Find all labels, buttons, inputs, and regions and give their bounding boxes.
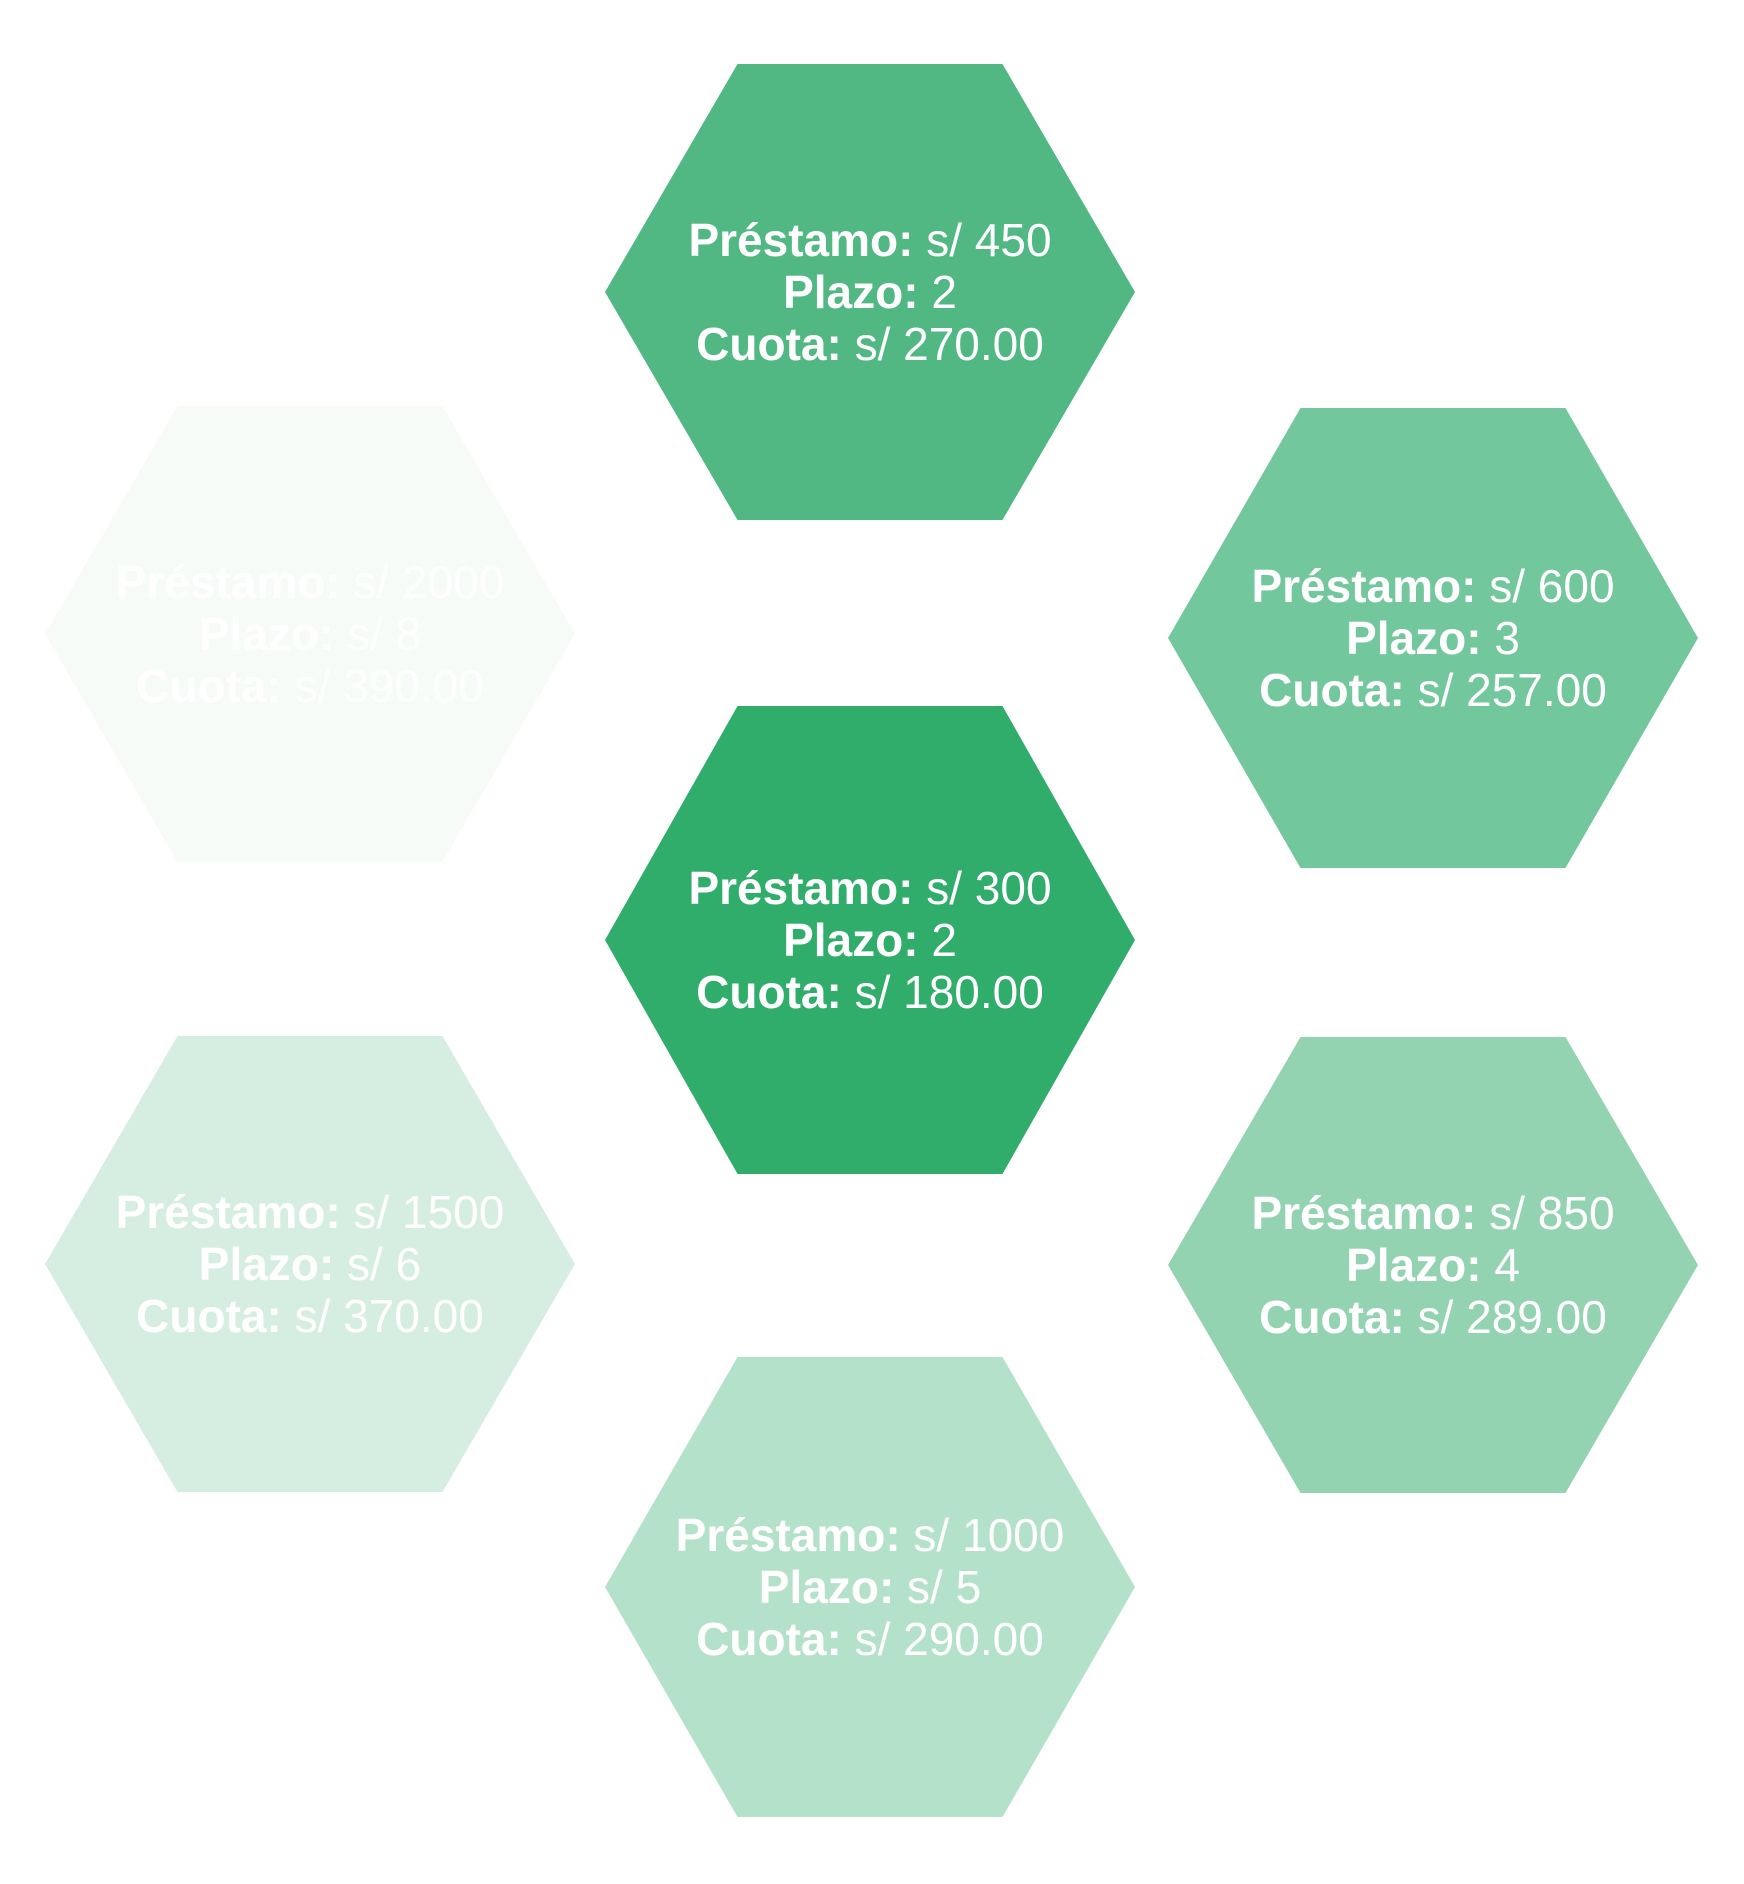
line-label: Préstamo: [676,1509,901,1561]
hexagon-text: Préstamo: s/ 850 Plazo: 4 Cuota: s/ 289.00 [1251,1187,1614,1343]
line-label: Plazo: [783,266,918,318]
hexagon-shape [45,1036,575,1492]
hexagon-shape [1168,1037,1698,1493]
line-label: Plazo: [199,608,334,660]
line-label: Préstamo: [116,1186,341,1238]
hexagon-text: Préstamo: s/ 1500 Plazo: s/ 6 Cuota: s/ 37… [116,1186,505,1342]
hexagon-center: Préstamo: s/ 300 Plazo: 2 Cuota: s/ 180.00 [605,706,1135,1174]
line-value: s/ 6 [347,1238,421,1290]
line-value: 2 [931,266,957,318]
line-label: Cuota: [136,660,282,712]
line-value: 3 [1494,612,1520,664]
hexagon-text: Préstamo: s/ 600 Plazo: 3 Cuota: s/ 257.00 [1251,560,1614,716]
line-value: s/ 8 [347,608,421,660]
hexagon-bottom: Préstamo: s/ 1000 Plazo: s/ 5 Cuota: s/ 29… [605,1357,1135,1817]
line-label: Préstamo: [1251,560,1476,612]
line-label: Préstamo: [116,556,341,608]
line-value: s/ 450 [926,214,1051,266]
line-label: Cuota: [696,318,842,370]
line-value: s/ 300 [926,862,1051,914]
hexagon-upper-left: Préstamo: s/ 2000 Plazo: s/ 8 Cuota: s/ 39… [45,406,575,862]
line-value: 2 [931,914,957,966]
hexagon-shape [45,406,575,862]
hexagon-shape [605,706,1135,1174]
line-label: Plazo: [783,914,918,966]
line-value: s/ 1500 [353,1186,504,1238]
hexagon-text: Préstamo: s/ 1000 Plazo: s/ 5 Cuota: s/ 29… [676,1509,1065,1665]
hexagon-text: Préstamo: s/ 450 Plazo: 2 Cuota: s/ 270.00 [688,214,1051,370]
hexagon-text: Préstamo: s/ 2000 Plazo: s/ 8 Cuota: s/ 39… [116,556,505,712]
line-label: Plazo: [199,1238,334,1290]
line-label: Cuota: [696,1613,842,1665]
hexagon-shape [605,1357,1135,1817]
line-value: s/ 390.00 [295,660,484,712]
line-label: Préstamo: [1251,1187,1476,1239]
hexagon-lower-right: Préstamo: s/ 850 Plazo: 4 Cuota: s/ 289.00 [1168,1037,1698,1493]
hexagon-shape [605,64,1135,520]
line-value: s/ 270.00 [855,318,1044,370]
hexagon-lower-left: Préstamo: s/ 1500 Plazo: s/ 6 Cuota: s/ 37… [45,1036,575,1492]
line-value: s/ 257.00 [1418,664,1607,716]
line-label: Préstamo: [688,862,913,914]
line-label: Cuota: [696,966,842,1018]
line-value: s/ 600 [1489,560,1614,612]
line-label: Plazo: [1346,612,1481,664]
line-value: s/ 289.00 [1418,1291,1607,1343]
line-label: Plazo: [759,1561,894,1613]
line-value: s/ 2000 [353,556,504,608]
line-value: 4 [1494,1239,1520,1291]
line-label: Cuota: [136,1290,282,1342]
hexagon-top: Préstamo: s/ 450 Plazo: 2 Cuota: s/ 270.00 [605,64,1135,520]
line-label: Préstamo: [688,214,913,266]
line-value: s/ 1000 [913,1509,1064,1561]
line-value: s/ 850 [1489,1187,1614,1239]
line-value: s/ 370.00 [295,1290,484,1342]
line-value: s/ 290.00 [855,1613,1044,1665]
hexagon-text: Préstamo: s/ 300 Plazo: 2 Cuota: s/ 180.00 [688,862,1051,1018]
line-value: s/ 5 [907,1561,981,1613]
line-value: s/ 180.00 [855,966,1044,1018]
hexagon-shape [1168,408,1698,868]
line-label: Cuota: [1259,1291,1405,1343]
line-label: Plazo: [1346,1239,1481,1291]
line-label: Cuota: [1259,664,1405,716]
hexagon-upper-right: Préstamo: s/ 600 Plazo: 3 Cuota: s/ 257.00 [1168,408,1698,868]
